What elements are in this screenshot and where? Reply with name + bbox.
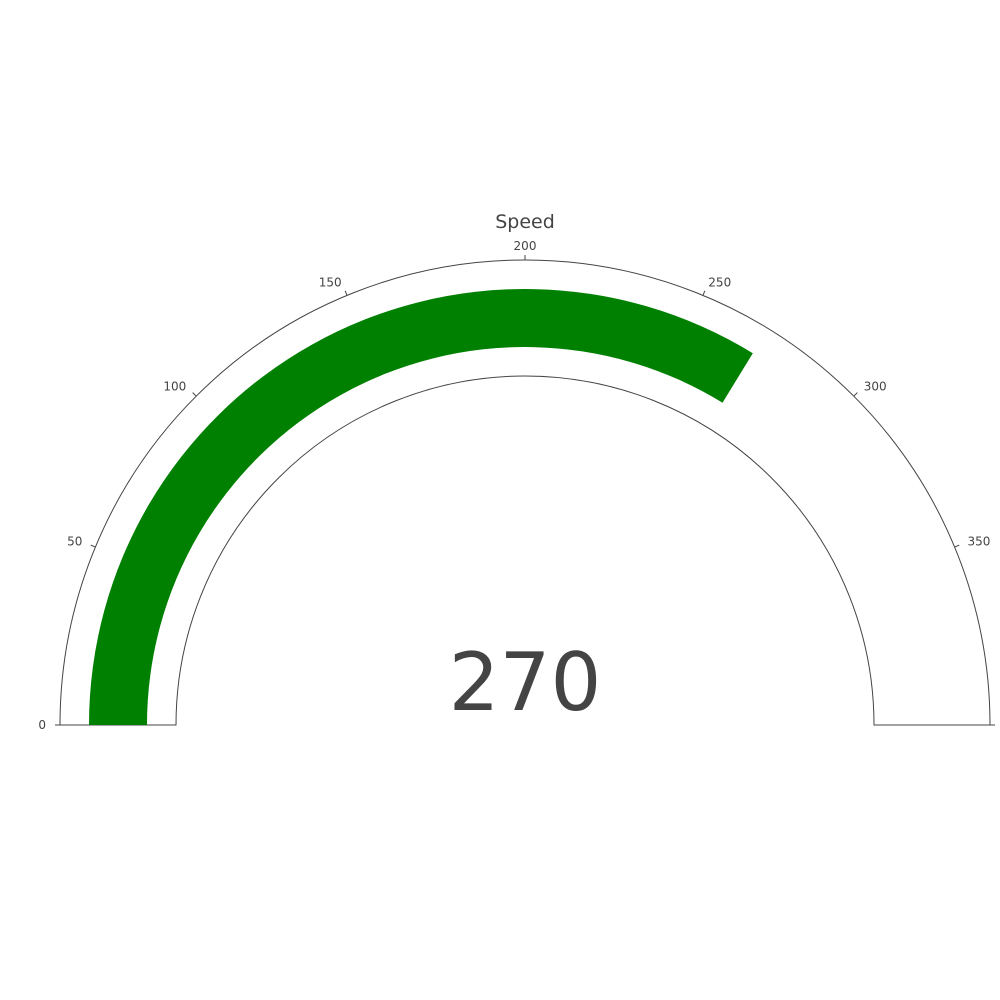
chart-title: Speed: [495, 211, 555, 233]
gauge-tick-label: 50: [67, 535, 82, 549]
gauge-tick-label: 300: [864, 379, 887, 393]
gauge-ticks: 050100150200250300350400: [38, 239, 995, 732]
gauge-tick-label: 200: [514, 239, 537, 253]
gauge-tick-mark: [853, 392, 858, 397]
gauge-tick-label: 250: [708, 275, 731, 289]
gauge-tick-label: 0: [38, 718, 46, 732]
gauge-value-bar: [89, 289, 753, 725]
gauge-tick-mark: [90, 544, 96, 548]
gauge-value-label: 270: [449, 636, 602, 729]
gauge-tick-label: 150: [319, 275, 342, 289]
gauge-tick-mark: [192, 392, 197, 397]
gauge-outline: [59, 259, 991, 726]
gauge-tick-mark: [954, 544, 960, 548]
gauge-tick-label: 100: [163, 379, 186, 393]
gauge-tick-mark: [702, 290, 706, 296]
gauge-tick-mark: [344, 290, 348, 296]
gauge-tick-label: 350: [968, 535, 991, 549]
